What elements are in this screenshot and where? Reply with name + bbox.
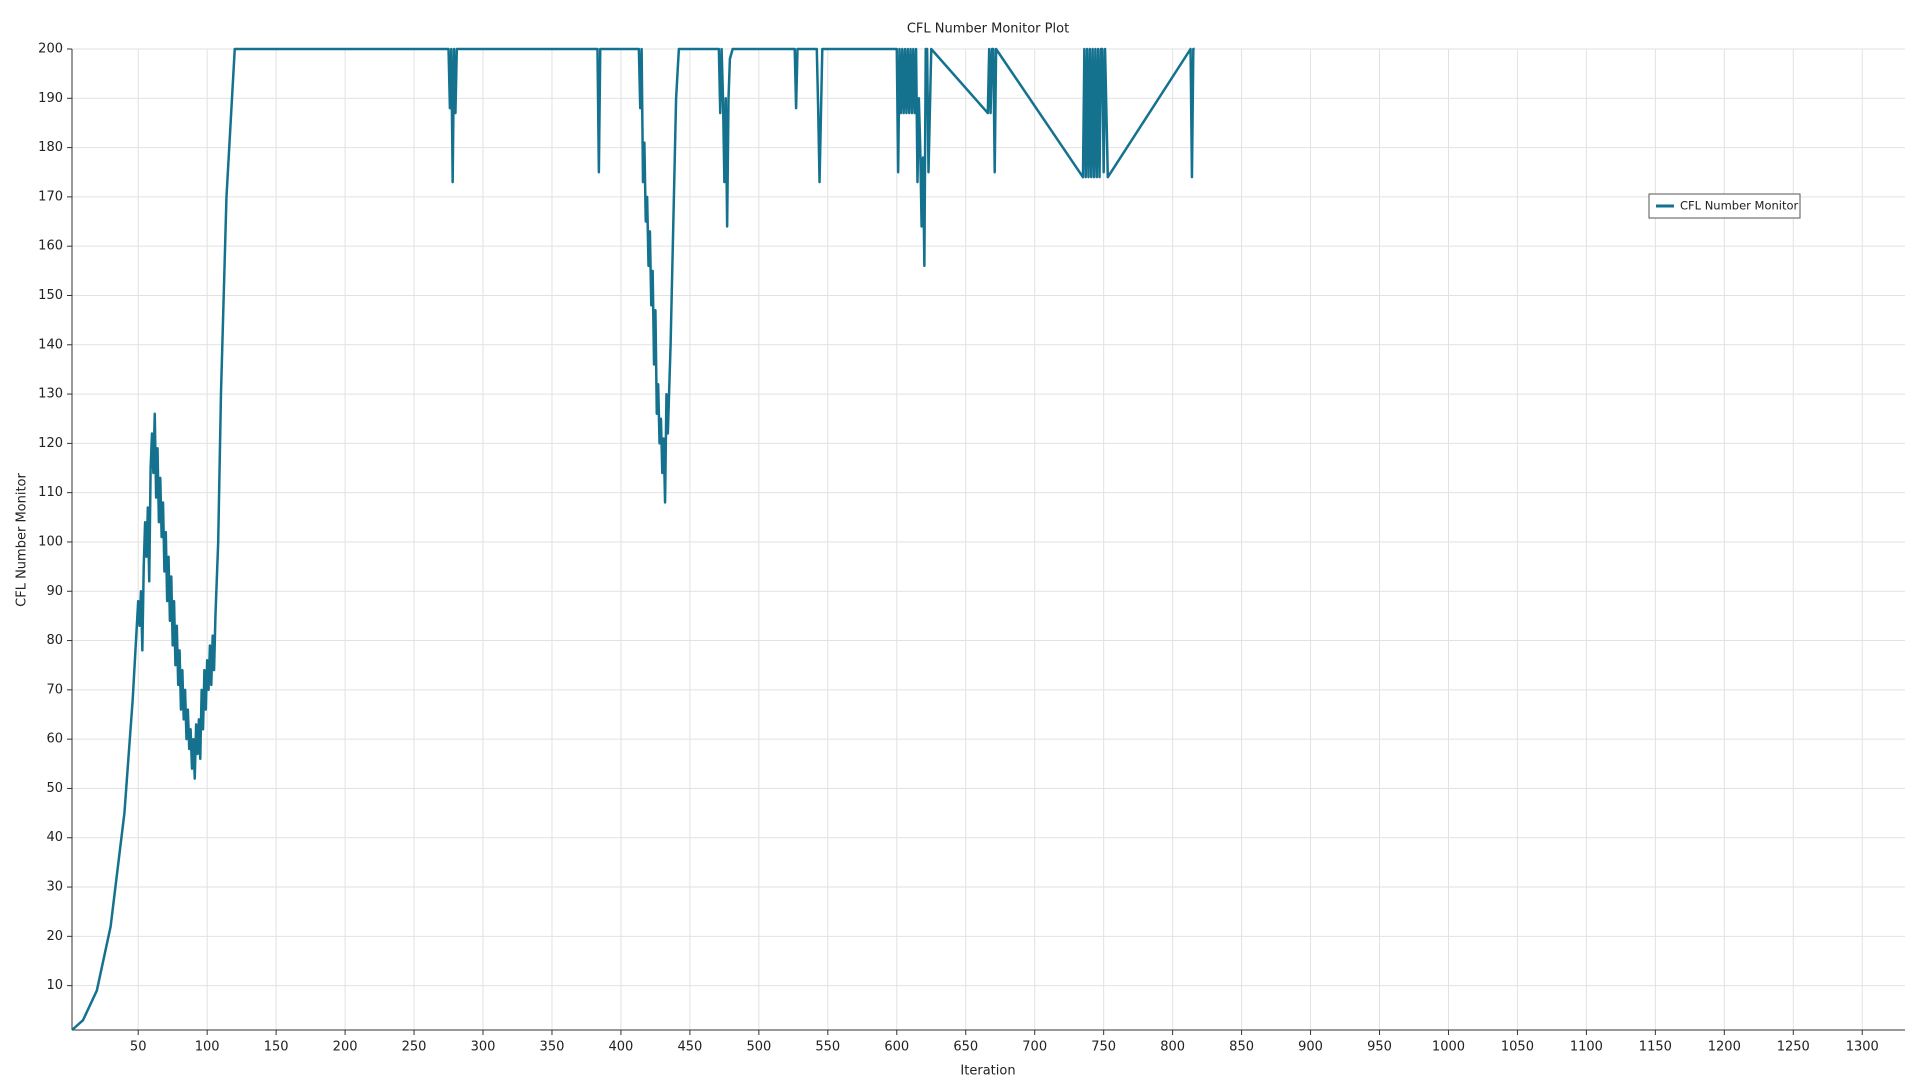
x-tick-label: 750 [1091,1040,1116,1055]
y-tick-label: 170 [38,189,63,204]
y-tick-label: 180 [38,140,63,155]
legend-label: CFL Number Monitor [1680,199,1799,213]
y-tick-label: 80 [46,633,63,648]
x-tick-label: 650 [953,1040,978,1055]
x-tick-label: 250 [402,1040,427,1055]
x-tick-label: 1250 [1777,1040,1810,1055]
x-tick-label: 950 [1367,1040,1392,1055]
x-tick-label: 1150 [1639,1040,1672,1055]
x-tick-label: 300 [471,1040,496,1055]
y-tick-label: 40 [46,830,63,845]
y-tick-label: 100 [38,534,63,549]
y-tick-label: 120 [38,436,63,451]
x-tick-label: 450 [677,1040,702,1055]
y-tick-label: 200 [38,42,63,57]
y-tick-label: 20 [46,929,63,944]
x-tick-label: 700 [1022,1040,1047,1055]
x-tick-label: 350 [540,1040,565,1055]
legend: CFL Number Monitor [1648,193,1801,219]
x-tick-label: 1200 [1708,1040,1741,1055]
x-tick-label: 1300 [1846,1040,1879,1055]
x-tick-label: 1100 [1570,1040,1603,1055]
y-tick-label: 30 [46,880,63,895]
legend-box [1648,193,1801,219]
y-tick-label: 140 [38,337,63,352]
y-tick-label: 50 [46,781,63,796]
y-tick-label: 70 [46,682,63,697]
data-line [71,47,1195,1031]
x-tick-label: 550 [815,1040,840,1055]
x-tick-label: 50 [130,1040,147,1055]
y-tick-label: 110 [38,485,63,500]
y-axis-label: CFL Number Monitor [15,472,30,606]
x-tick-label: 500 [746,1040,771,1055]
x-tick-label: 850 [1229,1040,1254,1055]
x-tick-label: 400 [609,1040,634,1055]
x-axis-label: Iteration [960,1064,1015,1079]
x-tick-label: 1050 [1501,1040,1534,1055]
y-tick-label: 150 [38,288,63,303]
x-tick-label: 100 [195,1040,220,1055]
y-tick-label: 60 [46,732,63,747]
x-tick-label: 150 [264,1040,289,1055]
x-tick-label: 800 [1160,1040,1185,1055]
y-tick-label: 130 [38,387,63,402]
y-tick-label: 90 [46,584,63,599]
x-tick-label: 900 [1298,1040,1323,1055]
x-tick-label: 1000 [1432,1040,1465,1055]
x-tick-label: 200 [333,1040,358,1055]
y-tick-label: 10 [46,978,63,993]
y-tick-label: 160 [38,239,63,254]
x-tick-label: 600 [884,1040,909,1055]
chart-title: CFL Number Monitor Plot [907,22,1069,37]
y-tick-label: 190 [38,91,63,106]
